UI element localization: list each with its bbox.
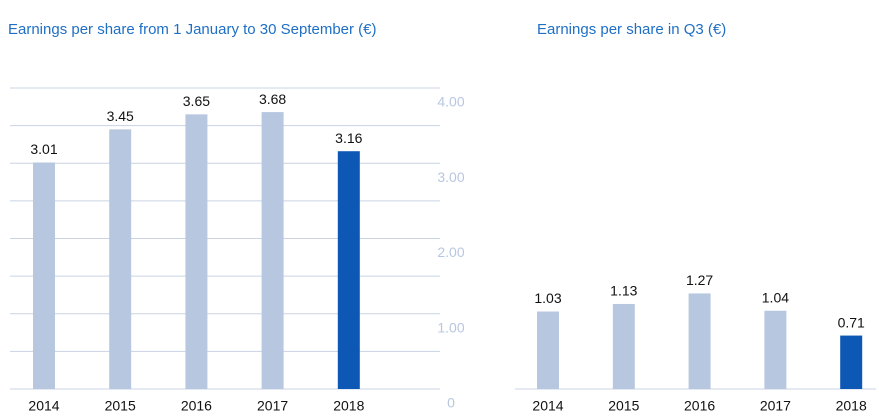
chart-title: Earnings per share in Q3 (€) (537, 21, 726, 38)
value-label: 1.27 (686, 272, 713, 288)
x-tick-label: 2018 (836, 398, 867, 414)
bar (33, 162, 55, 389)
value-label: 1.13 (610, 283, 637, 299)
x-tick-label: 2015 (608, 398, 639, 414)
x-tick-label: 2017 (760, 398, 791, 414)
bar (185, 114, 208, 390)
y-tick-label: 4.00 (437, 94, 464, 110)
value-label: 1.04 (762, 289, 789, 305)
value-label: 1.03 (534, 290, 561, 306)
bar (109, 129, 132, 389)
bar (261, 112, 284, 389)
bar (764, 310, 787, 389)
y-tick-label: 1.00 (437, 319, 464, 335)
y-tick-label: 3.00 (437, 169, 464, 185)
value-label: 0.71 (838, 314, 865, 330)
bar (537, 311, 559, 389)
chart-title: Earnings per share from 1 January to 30 … (8, 21, 377, 38)
value-label: 3.68 (259, 91, 286, 107)
x-tick-label: 2014 (532, 398, 563, 414)
bar (688, 293, 711, 389)
value-label: 3.65 (183, 93, 210, 109)
x-tick-label: 2016 (684, 398, 715, 414)
x-tick-label: 2014 (28, 398, 59, 414)
x-tick-label: 2015 (105, 398, 136, 414)
x-tick-label: 2016 (181, 398, 212, 414)
x-tick-label: 2018 (333, 398, 364, 414)
bar (337, 151, 360, 389)
y-tick-label: 2.00 (437, 244, 464, 260)
value-label: 3.01 (30, 141, 57, 157)
y-tick-label: 0 (447, 395, 455, 411)
value-label: 3.45 (107, 108, 134, 124)
bar (840, 335, 863, 389)
x-tick-label: 2017 (257, 398, 288, 414)
bar (612, 303, 635, 389)
value-label: 3.16 (335, 130, 362, 146)
